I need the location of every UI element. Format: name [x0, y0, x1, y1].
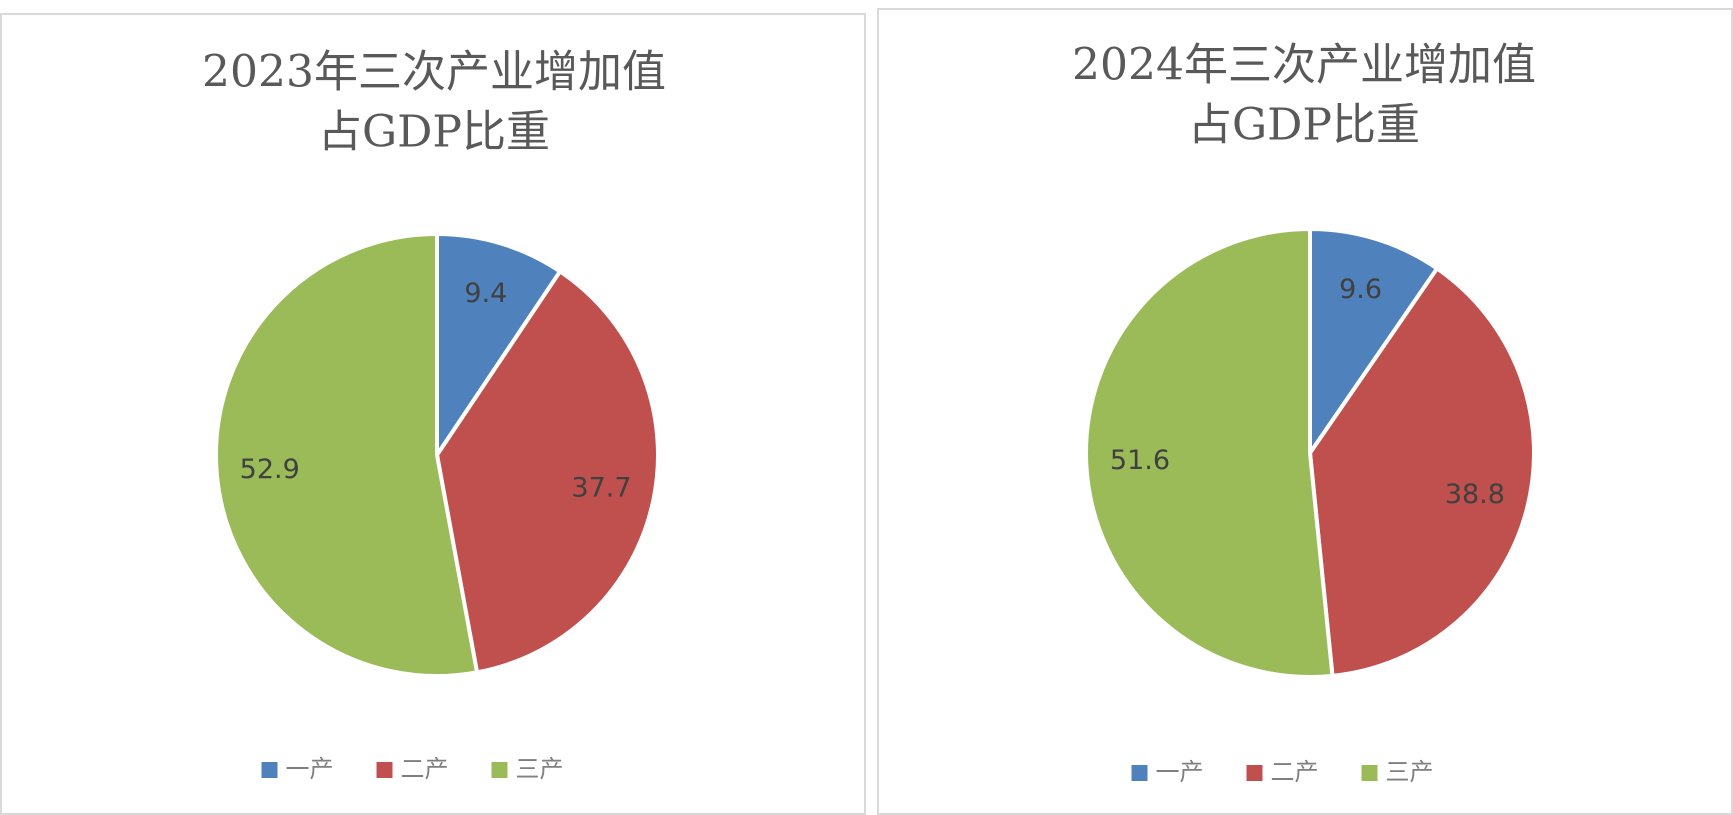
- legend-swatch: [1361, 765, 1378, 781]
- data-label: 52.9: [240, 454, 300, 485]
- data-label: 9.4: [464, 278, 507, 309]
- legend-swatch: [261, 762, 278, 778]
- pie-slice: [1084, 226, 1335, 679]
- legend-swatch: [1131, 765, 1148, 781]
- pie-slice: [435, 231, 563, 462]
- legend-label: 二产: [1271, 758, 1319, 786]
- pie-slice: [1307, 265, 1536, 679]
- chart-title: 占GDP比重: [1188, 100, 1420, 151]
- pie-slice: [1308, 226, 1440, 460]
- data-label: 9.6: [1339, 274, 1382, 305]
- chart-title: 占GDP比重: [318, 107, 550, 158]
- pie-slice: [434, 268, 660, 675]
- legend-label: 三产: [1386, 758, 1434, 786]
- legend-swatch: [376, 762, 393, 778]
- legend-label: 二产: [401, 755, 449, 783]
- legend-swatch: [1246, 765, 1263, 781]
- data-label: 37.7: [571, 473, 631, 504]
- legend-label: 一产: [1156, 758, 1204, 786]
- legend-swatch: [491, 762, 508, 778]
- chart-title: 2024年三次产业增加值: [1072, 40, 1536, 91]
- data-label: 38.8: [1445, 479, 1505, 510]
- pie-slice: [214, 231, 480, 678]
- legend-label: 三产: [516, 755, 564, 783]
- legend-label: 一产: [286, 755, 334, 783]
- chart-title: 2023年三次产业增加值: [202, 47, 666, 98]
- data-label: 51.6: [1110, 445, 1170, 476]
